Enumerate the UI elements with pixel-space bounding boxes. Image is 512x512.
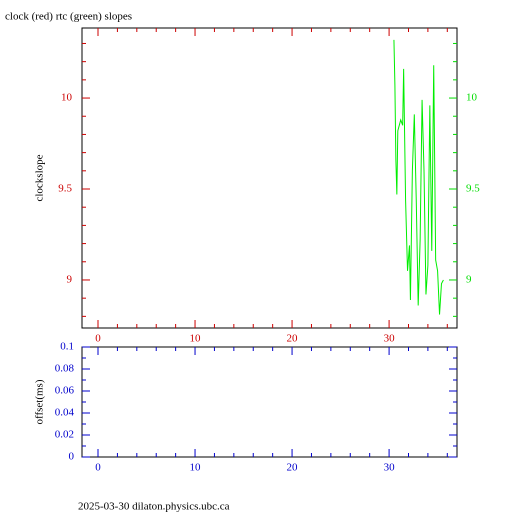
- x-tick-label: 30: [384, 333, 396, 345]
- x-tick-label: 20: [287, 462, 299, 474]
- y-axis-label: offset(ms): [34, 379, 46, 424]
- series-line: [393, 39, 444, 315]
- x-tick-label: 30: [384, 462, 396, 474]
- plot-frame: [81, 346, 458, 458]
- x-tick-label: 0: [95, 462, 101, 474]
- x-tick-label: 10: [190, 462, 202, 474]
- y2-tick-label: 9: [466, 274, 472, 286]
- x-tick-label: 20: [287, 333, 299, 345]
- footer: 2025-03-30 dilaton.physics.ubc.ca: [78, 501, 230, 512]
- y-tick-label: 9: [67, 274, 73, 286]
- y-tick-label: 0.02: [55, 429, 74, 441]
- y-tick-label: 0.1: [60, 341, 74, 353]
- y-tick-label: 0: [69, 451, 75, 463]
- y-axis-label: clockslope: [34, 154, 46, 201]
- y-tick-label: 9.5: [58, 183, 72, 195]
- y-tick-label: 0.08: [55, 363, 75, 375]
- y2-tick-label: 10: [466, 92, 478, 104]
- plot-frame: [81, 27, 458, 329]
- y-tick-label: 0.04: [55, 407, 75, 419]
- y-tick-label: 0.06: [55, 385, 75, 397]
- x-tick-label: 10: [190, 333, 202, 345]
- chart-title: clock (red) rtc (green) slopes: [5, 11, 132, 23]
- x-tick-label: 0: [95, 333, 101, 345]
- y-tick-label: 10: [61, 92, 73, 104]
- y2-tick-label: 9.5: [466, 183, 480, 195]
